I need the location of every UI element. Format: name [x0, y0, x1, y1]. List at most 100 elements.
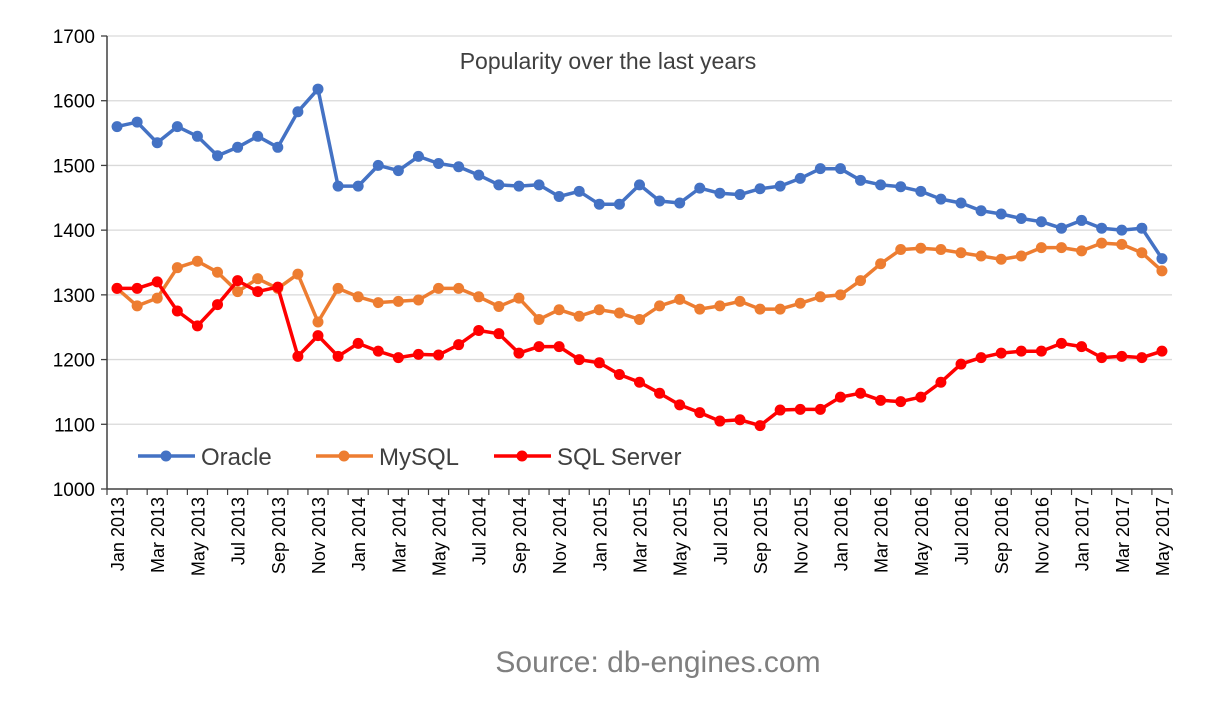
x-tick-label: Mar 2017 — [1113, 497, 1133, 573]
data-point — [212, 150, 224, 162]
data-point — [392, 295, 404, 307]
x-tick-label: Nov 2013 — [309, 497, 329, 574]
data-point — [814, 291, 826, 303]
data-point — [754, 420, 766, 432]
y-tick-label: 1400 — [53, 221, 95, 242]
y-tick-label: 1600 — [53, 92, 95, 113]
data-point — [634, 179, 645, 191]
data-point — [1156, 345, 1168, 357]
series-line-mysql — [115, 241, 1164, 324]
data-point — [292, 268, 304, 280]
data-point — [754, 303, 766, 315]
data-point — [834, 391, 846, 403]
data-point — [312, 83, 324, 95]
data-point — [232, 275, 244, 287]
data-point — [895, 396, 907, 408]
x-tick-label: Jul 2015 — [711, 497, 731, 565]
data-point — [814, 403, 826, 415]
data-point — [955, 358, 967, 370]
data-point — [312, 316, 324, 328]
data-point — [855, 174, 867, 186]
legend: Oracle MySQL SQL Server — [138, 444, 682, 471]
data-point — [834, 289, 846, 301]
data-point — [1096, 222, 1108, 234]
data-point — [332, 180, 344, 192]
data-point — [272, 141, 284, 153]
grid-lines — [107, 35, 1172, 425]
data-point — [412, 348, 424, 360]
data-point — [1015, 250, 1027, 262]
data-point — [553, 304, 565, 316]
data-point — [895, 181, 907, 193]
data-point — [111, 121, 123, 133]
data-point — [372, 159, 384, 171]
data-point — [1116, 224, 1128, 236]
data-point — [151, 137, 163, 149]
data-point — [654, 300, 666, 312]
data-point — [794, 297, 806, 309]
y-tick-label: 1700 — [53, 27, 95, 48]
x-tick-label: Jan 2017 — [1073, 497, 1093, 571]
data-point — [191, 320, 203, 332]
data-point — [1136, 222, 1148, 234]
data-point — [714, 187, 726, 199]
x-tick-label: Sep 2014 — [510, 497, 530, 574]
x-tick-label: Nov 2015 — [791, 497, 811, 574]
data-point — [794, 172, 806, 184]
data-point — [915, 391, 927, 403]
data-point — [1116, 238, 1128, 250]
series-group — [111, 83, 1168, 432]
y-tick-label: 1100 — [54, 415, 95, 436]
data-point — [875, 394, 887, 406]
x-tick-label: Jan 2014 — [349, 497, 369, 571]
data-point — [513, 347, 525, 359]
data-point — [392, 352, 404, 364]
data-point — [493, 328, 505, 340]
x-tick-label: Mar 2013 — [148, 497, 168, 573]
data-point — [473, 324, 485, 336]
data-point — [915, 185, 927, 197]
data-point — [593, 304, 605, 316]
x-tick-label: May 2017 — [1153, 497, 1173, 576]
data-point — [131, 116, 143, 128]
data-point — [613, 368, 625, 380]
data-point — [212, 266, 224, 278]
legend-marker — [516, 450, 528, 462]
y-tick-label: 1000 — [53, 480, 95, 501]
data-point — [232, 141, 244, 153]
data-point — [995, 253, 1007, 265]
data-point — [694, 303, 706, 315]
data-point — [613, 198, 625, 210]
data-point — [955, 197, 967, 209]
data-point — [533, 341, 545, 353]
data-point — [111, 282, 123, 294]
data-point — [533, 179, 545, 191]
x-tick-label: May 2016 — [912, 497, 932, 576]
chart-title: Popularity over the last years — [460, 48, 757, 74]
data-point — [995, 347, 1007, 359]
x-tick-label: Sep 2016 — [992, 497, 1012, 574]
data-point — [533, 313, 545, 325]
data-point — [412, 294, 424, 306]
data-point — [573, 354, 585, 366]
data-point — [694, 182, 706, 194]
data-point — [272, 281, 284, 293]
data-point — [634, 376, 645, 388]
data-point — [875, 258, 887, 270]
data-point — [1035, 216, 1047, 228]
x-axis-ticks: Jan 2013 Mar 2013 May 2013 Jul 2013 Sep 2013… — [106, 489, 1173, 576]
data-point — [754, 183, 766, 195]
x-tick-label: Nov 2016 — [1032, 497, 1052, 574]
data-point — [352, 180, 364, 192]
data-point — [453, 282, 465, 294]
x-tick-label: Jan 2013 — [108, 497, 128, 571]
data-point — [1035, 242, 1047, 254]
x-tick-label: May 2015 — [671, 497, 691, 576]
x-tick-label: Jul 2014 — [470, 497, 490, 565]
data-point — [473, 169, 485, 181]
data-point — [1055, 222, 1067, 234]
data-point — [855, 275, 867, 287]
data-point — [794, 403, 806, 415]
data-point — [855, 387, 867, 399]
data-point — [935, 193, 947, 205]
